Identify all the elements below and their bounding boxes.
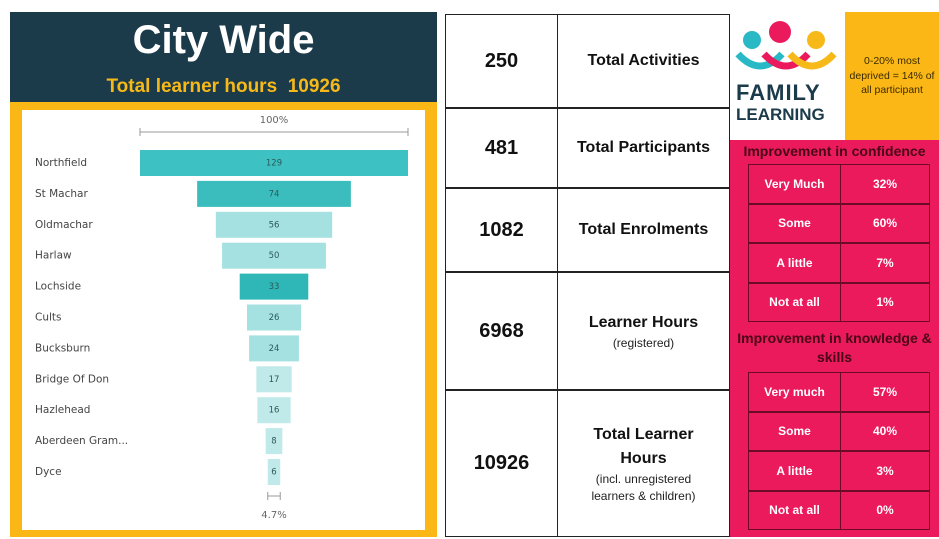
response-label: Very Much <box>748 164 841 204</box>
stat-label-cell: Total Participants <box>557 108 730 188</box>
category-label: Bucksburn <box>35 342 90 354</box>
stat-value: 10926 <box>445 390 558 537</box>
category-label: Aberdeen Gram... <box>35 435 128 447</box>
bar <box>265 428 283 455</box>
value-label: 56 <box>269 220 280 230</box>
response-percent: 1% <box>840 282 930 322</box>
category-label: St Machar <box>35 188 88 200</box>
response-label: Not at all <box>748 282 841 322</box>
value-label: 74 <box>269 189 280 199</box>
value-label: 24 <box>269 344 280 354</box>
value-label: 33 <box>269 282 280 292</box>
bar <box>197 180 351 207</box>
bottom-label: 4.7% <box>261 510 286 521</box>
response-label: Very much <box>748 372 841 412</box>
category-label: Dyce <box>35 466 62 478</box>
stat-label: Total Activities <box>587 52 700 69</box>
response-percent: 57% <box>840 372 930 412</box>
value-label: 129 <box>266 159 282 169</box>
response-label: Not at all <box>748 490 841 530</box>
response-label: A little <box>748 243 841 283</box>
stat-label: Learner Hours <box>588 313 699 331</box>
logo: FAMILY LEARNING <box>730 12 845 140</box>
bar <box>215 211 333 238</box>
bar <box>267 459 281 485</box>
stat-value: 481 <box>445 108 558 188</box>
response-label: Some <box>748 411 841 451</box>
response-percent: 40% <box>840 411 930 451</box>
bracket <box>267 492 281 500</box>
bar <box>239 273 309 300</box>
category-label: Oldmachar <box>35 219 93 231</box>
section-title: Improvement in knowledge & skills <box>737 330 932 365</box>
stat-note: (registered) <box>612 335 675 350</box>
top-label: 100% <box>260 115 289 126</box>
category-label: Cults <box>35 312 62 324</box>
stat-label-cell: Total Learner Hours (incl. unregistered l… <box>557 390 730 537</box>
response-label: A little <box>748 451 841 491</box>
title: City Wide <box>132 18 315 62</box>
deprived-note: 0-20% most deprived = 14% of all partici… <box>845 12 939 140</box>
category-label: Northfield <box>35 157 87 169</box>
response-percent: 32% <box>840 164 930 204</box>
bar <box>256 366 292 393</box>
response-percent: 0% <box>840 490 930 530</box>
stat-value: 250 <box>445 14 558 108</box>
note-text: 0-20% most deprived = 14% of all partici… <box>849 54 935 97</box>
header-panel: City Wide Total learner hours 10926 <box>10 12 437 102</box>
stat-label-cell: Learner Hours (registered) <box>557 272 730 390</box>
stat-label: Total Learner Hours <box>593 425 694 467</box>
value-label: 6 <box>271 468 276 478</box>
stat-label-cell: Total Activities <box>557 14 730 108</box>
category-label: Harlaw <box>35 250 72 262</box>
response-percent: 3% <box>840 451 930 491</box>
stat-label: Total Participants <box>576 139 711 156</box>
category-label: Bridge Of Don <box>35 373 109 385</box>
value-label: 16 <box>269 406 280 416</box>
stat-label-cell: Total Enrolments <box>557 188 730 272</box>
value-label: 50 <box>269 251 280 261</box>
response-percent: 60% <box>840 203 930 243</box>
category-label: Hazlehead <box>35 404 90 416</box>
subtitle: Total learner hours 10926 <box>106 76 341 97</box>
stat-note: (incl. unregistered learners & children) <box>591 471 696 503</box>
stat-value: 1082 <box>445 188 558 272</box>
logo-text: LEARNING <box>736 105 825 124</box>
bar <box>249 335 299 362</box>
logo-text: FAMILY <box>736 80 821 105</box>
value-label: 17 <box>269 375 280 385</box>
funnel-chart: 100% Northfield 129 St Machar 74 Oldmachar 56 H… <box>22 110 425 530</box>
bar <box>140 150 408 176</box>
stat-value: 6968 <box>445 272 558 390</box>
bracket <box>139 128 409 136</box>
response-percent: 7% <box>840 243 930 283</box>
response-label: Some <box>748 203 841 243</box>
section-title: Improvement in confidence <box>743 143 926 159</box>
bar <box>246 304 302 331</box>
bar <box>222 242 326 269</box>
bar <box>257 397 291 424</box>
stat-label: Total Enrolments <box>578 221 709 238</box>
value-label: 8 <box>271 437 276 447</box>
value-label: 26 <box>269 313 280 323</box>
logo-icon <box>735 21 837 70</box>
category-label: Lochside <box>35 281 81 293</box>
